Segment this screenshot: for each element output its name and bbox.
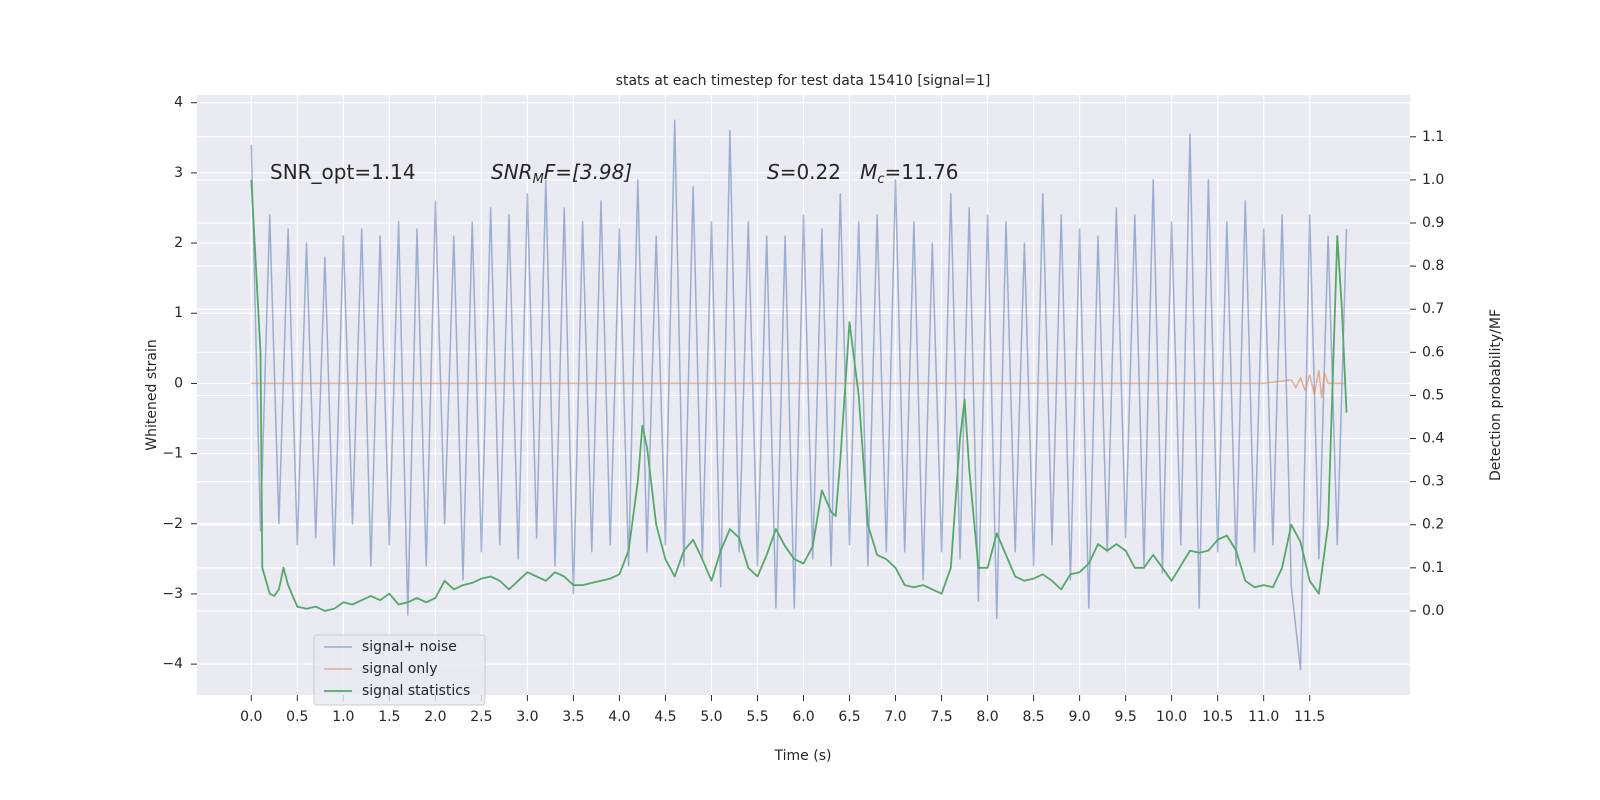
y2-axis-label: Detection probability/MF bbox=[1488, 309, 1504, 481]
annotation-part: S bbox=[767, 159, 780, 183]
series-line bbox=[251, 370, 1347, 399]
x-tick-label: 10.5 bbox=[1202, 709, 1233, 725]
x-tick-label: 0.0 bbox=[240, 709, 262, 725]
x-tick-label: 0.5 bbox=[286, 709, 308, 725]
annotation-part: =11.76 bbox=[885, 159, 959, 183]
x-tick-label: 3.5 bbox=[562, 709, 584, 725]
annotation-part: M bbox=[533, 171, 544, 186]
y-axis-label: Whitened strain bbox=[144, 339, 160, 450]
x-tick-label: 7.0 bbox=[884, 709, 906, 725]
y2-tick-label: 0.3 bbox=[1422, 474, 1444, 490]
y-tick-label: −1 bbox=[162, 446, 183, 462]
annotation-part: M bbox=[860, 159, 877, 183]
annotation-part: SNR bbox=[491, 159, 533, 183]
x-tick-label: 6.0 bbox=[792, 709, 814, 725]
x-tick-label: 6.5 bbox=[838, 709, 860, 725]
y-tick-label: 1 bbox=[174, 305, 183, 321]
x-tick-label: 2.5 bbox=[470, 709, 492, 725]
annotation: SNR_opt=1.14 bbox=[270, 159, 416, 183]
x-tick-label: 4.0 bbox=[608, 709, 630, 725]
annotation-part: SNR_opt=1.14 bbox=[270, 159, 416, 183]
y-tick-label: 0 bbox=[174, 375, 183, 391]
y-tick-label: −2 bbox=[162, 516, 183, 532]
series-line bbox=[250, 119, 1348, 671]
annotation: SNRMF=[3.98] bbox=[491, 159, 632, 186]
x-tick-label: 9.0 bbox=[1068, 709, 1090, 725]
x-tick-label: 10.0 bbox=[1156, 709, 1187, 725]
annotation-part: =0.22 bbox=[780, 159, 860, 183]
y2-tick-label: 1.0 bbox=[1422, 172, 1444, 188]
x-tick-label: 3.0 bbox=[516, 709, 538, 725]
y2-tick-label: 0.9 bbox=[1422, 215, 1444, 231]
x-axis-label: Time (s) bbox=[774, 748, 832, 764]
legend-label: signal+ noise bbox=[362, 639, 457, 655]
legend-box bbox=[313, 634, 486, 706]
chart-title: stats at each timestep for test data 154… bbox=[616, 73, 991, 89]
y2-tick-label: 0.2 bbox=[1422, 517, 1444, 533]
x-tick-label: 7.5 bbox=[930, 709, 952, 725]
y-tick-label: 4 bbox=[174, 95, 183, 111]
x-tick-label: 11.0 bbox=[1248, 709, 1279, 725]
x-tick-label: 9.5 bbox=[1114, 709, 1136, 725]
x-tick-label: 5.5 bbox=[746, 709, 768, 725]
legend-label: signal only bbox=[362, 661, 437, 677]
y-tick-label: 3 bbox=[174, 165, 183, 181]
x-tick-label: 8.0 bbox=[976, 709, 998, 725]
y2-tick-label: 0.6 bbox=[1422, 344, 1444, 360]
y2-tick-label: 0.4 bbox=[1422, 431, 1444, 447]
annotation-part: c bbox=[877, 171, 884, 186]
annotation: S=0.22 Mc=11.76 bbox=[767, 159, 959, 186]
x-tick-label: 4.5 bbox=[654, 709, 676, 725]
y-tick-label: −3 bbox=[162, 586, 183, 602]
y2-tick-label: 0.0 bbox=[1422, 603, 1444, 619]
x-tick-label: 11.5 bbox=[1294, 709, 1325, 725]
x-tick-label: 8.5 bbox=[1022, 709, 1044, 725]
y-tick-label: −4 bbox=[162, 656, 183, 672]
x-tick-label: 1.0 bbox=[332, 709, 354, 725]
x-tick-label: 2.0 bbox=[424, 709, 446, 725]
series-line bbox=[250, 179, 1348, 612]
x-tick-label: 1.5 bbox=[378, 709, 400, 725]
annotation-part: F=[3.98] bbox=[544, 159, 632, 183]
y2-tick-label: 0.8 bbox=[1422, 258, 1444, 274]
y2-tick-label: 1.1 bbox=[1422, 129, 1444, 145]
y2-tick-label: 0.5 bbox=[1422, 387, 1444, 403]
y2-tick-label: 0.7 bbox=[1422, 301, 1444, 317]
y-tick-label: 2 bbox=[174, 235, 183, 251]
x-tick-label: 5.0 bbox=[700, 709, 722, 725]
legend-label: signal statistics bbox=[362, 683, 470, 699]
y2-tick-label: 0.1 bbox=[1422, 560, 1444, 576]
